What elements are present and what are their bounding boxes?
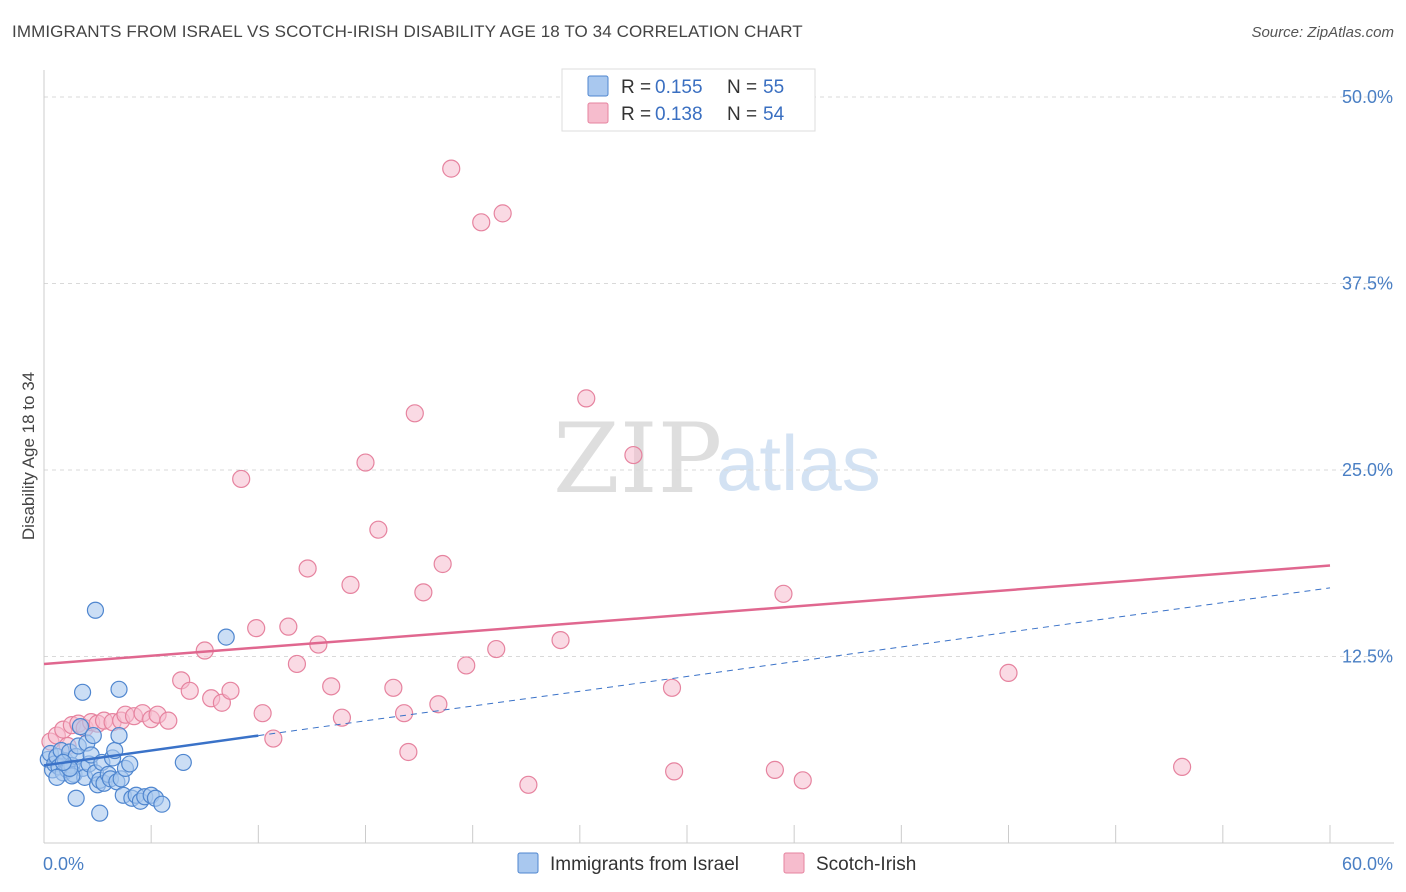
legend: R = 0.155 N = 55 R = 0.138 N = 54 [561, 68, 816, 132]
scotch-irish-point [433, 554, 452, 574]
scotch-irish-point [298, 559, 317, 578]
legend-r-value-pink: 0.138 [655, 104, 703, 125]
israel-points [39, 601, 235, 822]
scotch-irish-point [341, 575, 360, 594]
israel-point [67, 789, 85, 807]
scotch-irish-point [399, 742, 418, 762]
scotch-irish-point [624, 445, 643, 465]
israel-trend-line [43, 734, 259, 767]
israel-point [217, 628, 235, 646]
x-tick-label-max: 60.0% [1342, 854, 1393, 874]
israel-point [153, 795, 171, 813]
scotch-irish-point [442, 159, 461, 178]
scotch-irish-point [180, 681, 199, 700]
israel-point [84, 726, 102, 745]
legend-n-label-blue: N = [727, 77, 762, 98]
trend-lines [43, 564, 1331, 767]
israel-point [86, 601, 105, 619]
israel-point [110, 680, 128, 698]
israel-point [73, 683, 92, 701]
x-tick-label-min: 0.0% [43, 854, 84, 874]
israel-point [174, 753, 192, 772]
scotch-irish-point [264, 729, 283, 748]
scotch-irish-point [247, 619, 266, 638]
y-tick-label: 50.0% [1342, 87, 1393, 107]
israel-point [121, 755, 139, 773]
legend-r-label-blue: R = [621, 77, 656, 98]
scotch-irish-point [774, 584, 793, 603]
scotch-irish-point [322, 677, 341, 696]
scotch-irish-point [253, 704, 272, 723]
y-tick-label: 12.5% [1342, 647, 1393, 667]
scotch-irish-point [405, 404, 424, 423]
legend-n-value-blue: 55 [763, 77, 784, 98]
scotch-irish-point [999, 663, 1018, 683]
israel-point [71, 718, 90, 736]
scotch-irish-point [414, 583, 433, 602]
bottom-legend: Immigrants from Israel Scotch-Irish [517, 852, 916, 875]
legend-n-label-pink: N = [727, 104, 762, 125]
y-tick-label: 37.5% [1342, 274, 1393, 294]
israel-point [91, 804, 109, 822]
scotch-irish-point [221, 681, 240, 700]
scotch-irish-point [793, 771, 812, 790]
scotch-irish-point [551, 630, 570, 650]
bottom-legend-label-blue: Immigrants from Israel [550, 854, 739, 875]
scotch-irish-point [279, 617, 298, 636]
scotch-irish-point [765, 760, 784, 779]
scotch-irish-point [519, 775, 538, 794]
grid-lines [44, 96, 1394, 657]
y-tick-label: 25.0% [1342, 460, 1393, 480]
scotch-irish-point [472, 213, 491, 232]
legend-swatch-pink [587, 102, 609, 124]
scotch-irish-point [287, 654, 307, 674]
y-axis-label: Disability Age 18 to 34 [19, 372, 38, 540]
scotch-irish-point [332, 708, 352, 727]
scotch-irish-point [384, 678, 403, 697]
scotch-irish-trend-line [43, 564, 1331, 666]
scotch-irish-point [369, 520, 388, 539]
bottom-legend-swatch-pink [783, 852, 805, 874]
legend-r-label-pink: R = [621, 104, 656, 125]
scotch-irish-point [487, 639, 506, 659]
scotch-irish-point [577, 389, 596, 408]
scotch-irish-point [1173, 757, 1192, 777]
bottom-legend-label-pink: Scotch-Irish [816, 854, 916, 875]
watermark-atlas: atlas [716, 419, 881, 507]
scotch-irish-point [493, 204, 512, 223]
scotch-irish-point [665, 762, 684, 781]
scotch-irish-point [662, 678, 682, 697]
axes [43, 70, 1394, 844]
scotch-irish-point [356, 453, 375, 472]
legend-r-value-blue: 0.155 [655, 77, 703, 98]
chart-title: IMMIGRANTS FROM ISRAEL VS SCOTCH-IRISH D… [12, 22, 803, 41]
legend-swatch-blue [587, 75, 609, 97]
israel-trend-extension [258, 587, 1331, 737]
scotch-irish-points [41, 159, 1192, 794]
y-tick-labels: 12.5% 25.0% 37.5% 50.0% [1342, 87, 1393, 667]
scotch-irish-point [457, 656, 476, 675]
chart-source: Source: ZipAtlas.com [1251, 24, 1394, 41]
legend-n-value-pink: 54 [763, 104, 785, 125]
scotch-irish-point [429, 695, 448, 714]
bottom-legend-swatch-blue [517, 852, 539, 874]
scotch-irish-point [394, 704, 414, 723]
scotch-irish-point [159, 711, 178, 730]
israel-point [110, 726, 128, 745]
scotch-irish-point [232, 469, 251, 489]
